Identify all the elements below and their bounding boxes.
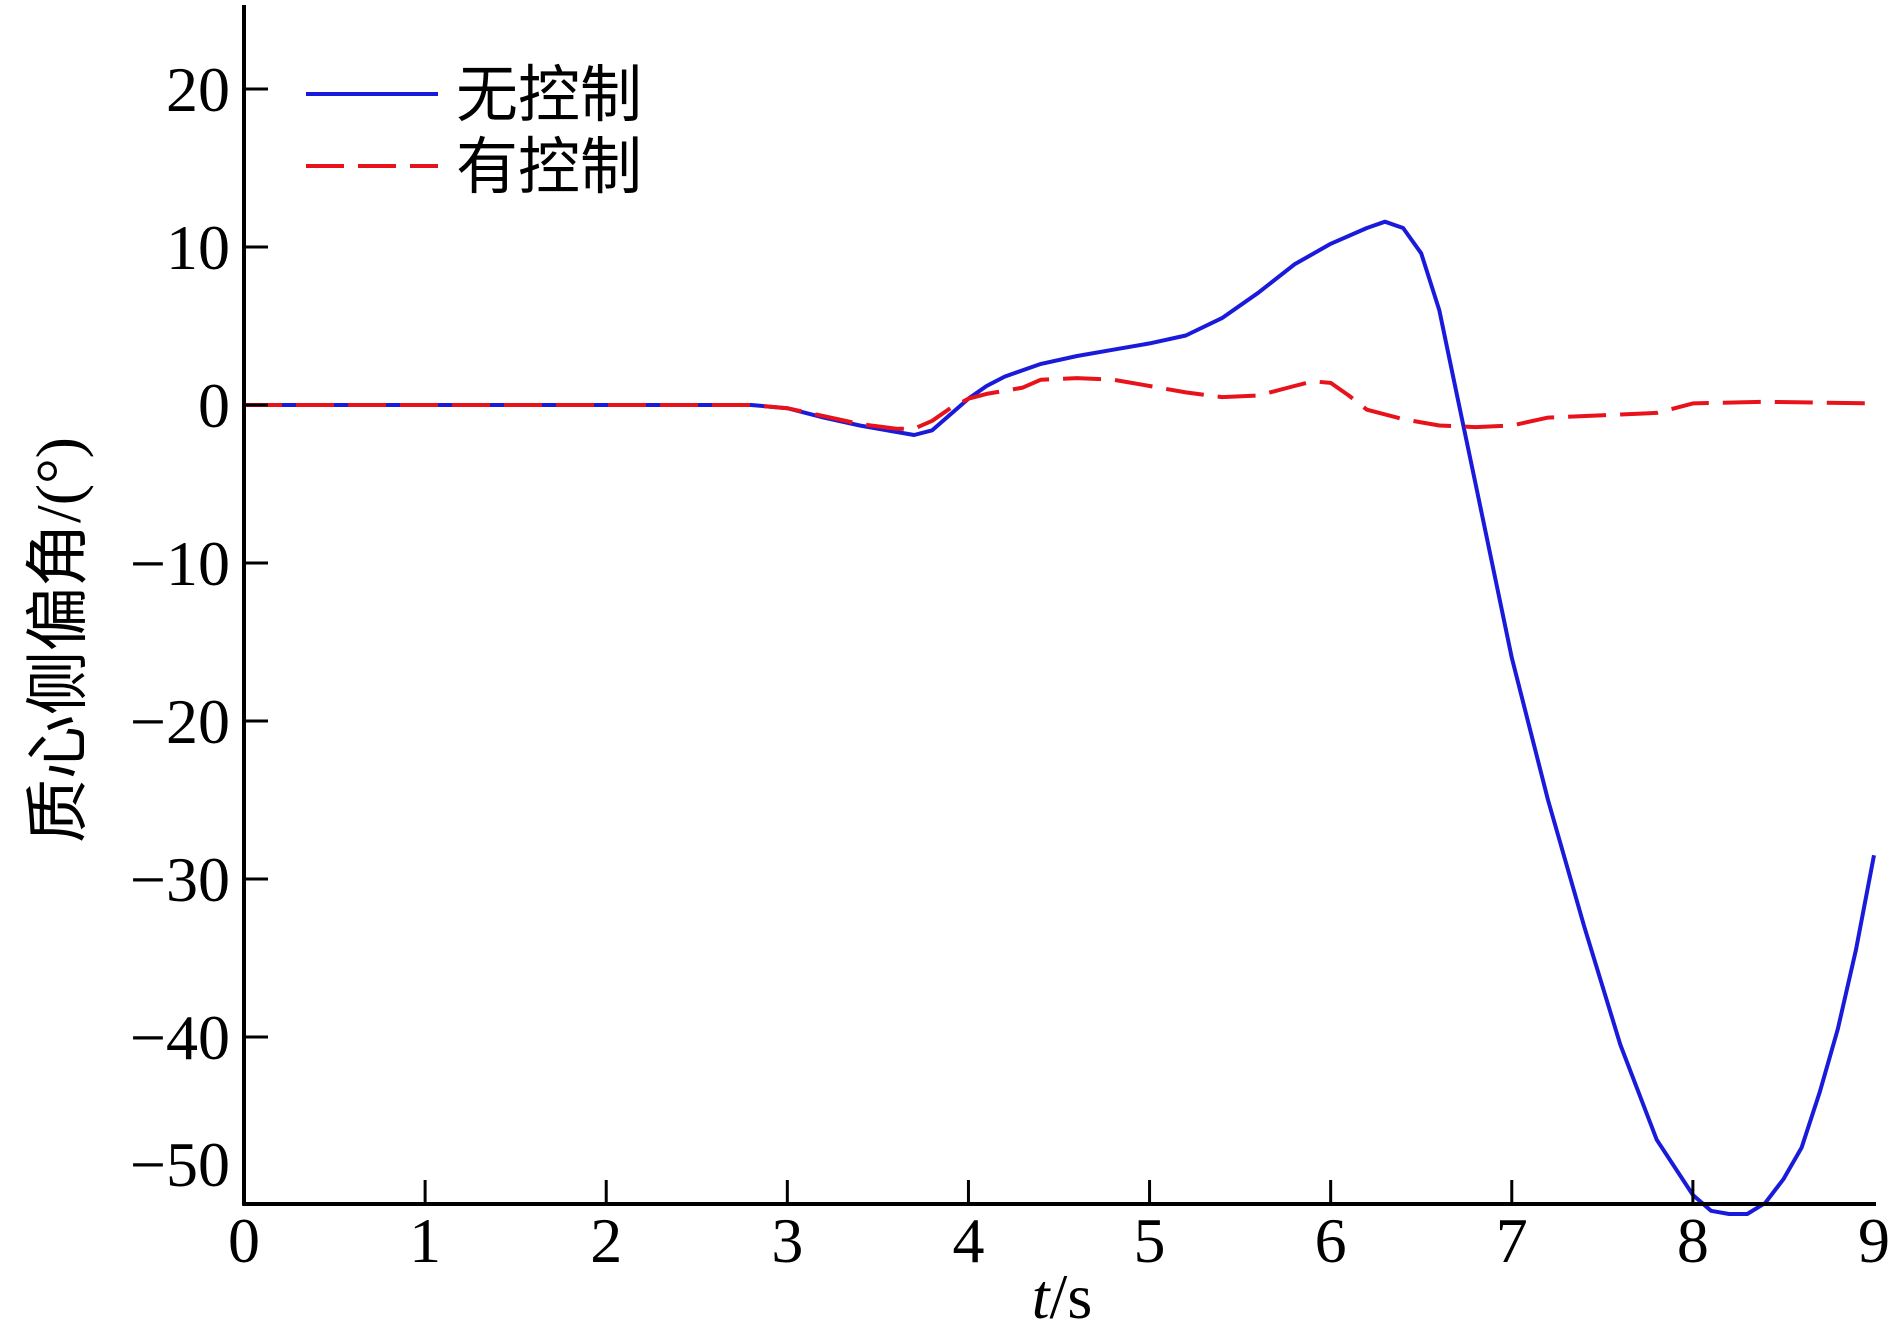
y-tick-label: 0 [198, 370, 230, 441]
x-axis-title-unit: /s [1050, 1261, 1093, 1332]
series-line-1 [244, 219, 1876, 1216]
y-tick-label: −20 [130, 686, 230, 757]
legend-label-2: 有控制 [456, 130, 642, 203]
plot-lines [244, 219, 1876, 1216]
y-tick-label: 20 [166, 54, 230, 125]
y-tick-label: −50 [130, 1129, 230, 1200]
y-tick-label: −30 [130, 844, 230, 915]
series-line-2 [244, 376, 1875, 431]
x-tick-label: 7 [1496, 1205, 1528, 1276]
x-tick-label: 4 [952, 1205, 984, 1276]
y-tick-label: 10 [166, 212, 230, 283]
x-tick-label: 2 [590, 1205, 622, 1276]
x-tick-label: 8 [1677, 1205, 1709, 1276]
legend-label-1: 无控制 [456, 58, 642, 131]
y-tick-label: −40 [130, 1002, 230, 1073]
x-axis-title: t/s [1032, 1261, 1092, 1332]
axes: 0 1 2 3 4 5 6 7 8 9 20 10 0 −10 −20 −30 −40 −50 t/s 质心侧偏角/(… [23, 5, 1890, 1332]
y-tick-label: −10 [130, 528, 230, 599]
x-tick-label: 6 [1315, 1205, 1347, 1276]
x-tick-label: 0 [228, 1205, 260, 1276]
x-tick-label: 9 [1858, 1205, 1890, 1276]
x-tick-label: 3 [771, 1205, 803, 1276]
x-axis-title-italic: t [1032, 1261, 1052, 1332]
y-axis-title: 质心侧偏角/(°) [23, 437, 94, 843]
x-tick-label: 1 [409, 1205, 441, 1276]
x-tick-label: 5 [1134, 1205, 1166, 1276]
